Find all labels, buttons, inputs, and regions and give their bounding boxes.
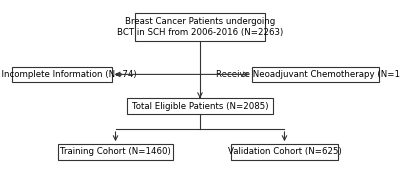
Text: Breast Cancer Patients undergoing
BCT in SCH from 2006-2016 (N=2263): Breast Cancer Patients undergoing BCT in… (117, 17, 283, 37)
FancyBboxPatch shape (12, 67, 112, 82)
Text: Training Cohort (N=1460): Training Cohort (N=1460) (60, 147, 171, 156)
FancyBboxPatch shape (231, 144, 338, 160)
Text: Validation Cohort (N=625): Validation Cohort (N=625) (228, 147, 341, 156)
Text: Total Eligible Patients (N=2085): Total Eligible Patients (N=2085) (132, 102, 268, 111)
FancyBboxPatch shape (252, 67, 378, 82)
FancyBboxPatch shape (127, 98, 273, 114)
Text: Receive Neoadjuvant Chemotherapy (N=104): Receive Neoadjuvant Chemotherapy (N=104) (216, 70, 400, 79)
Text: No Incomplete Information (N=74): No Incomplete Information (N=74) (0, 70, 136, 79)
FancyBboxPatch shape (135, 13, 265, 41)
FancyBboxPatch shape (58, 144, 173, 160)
